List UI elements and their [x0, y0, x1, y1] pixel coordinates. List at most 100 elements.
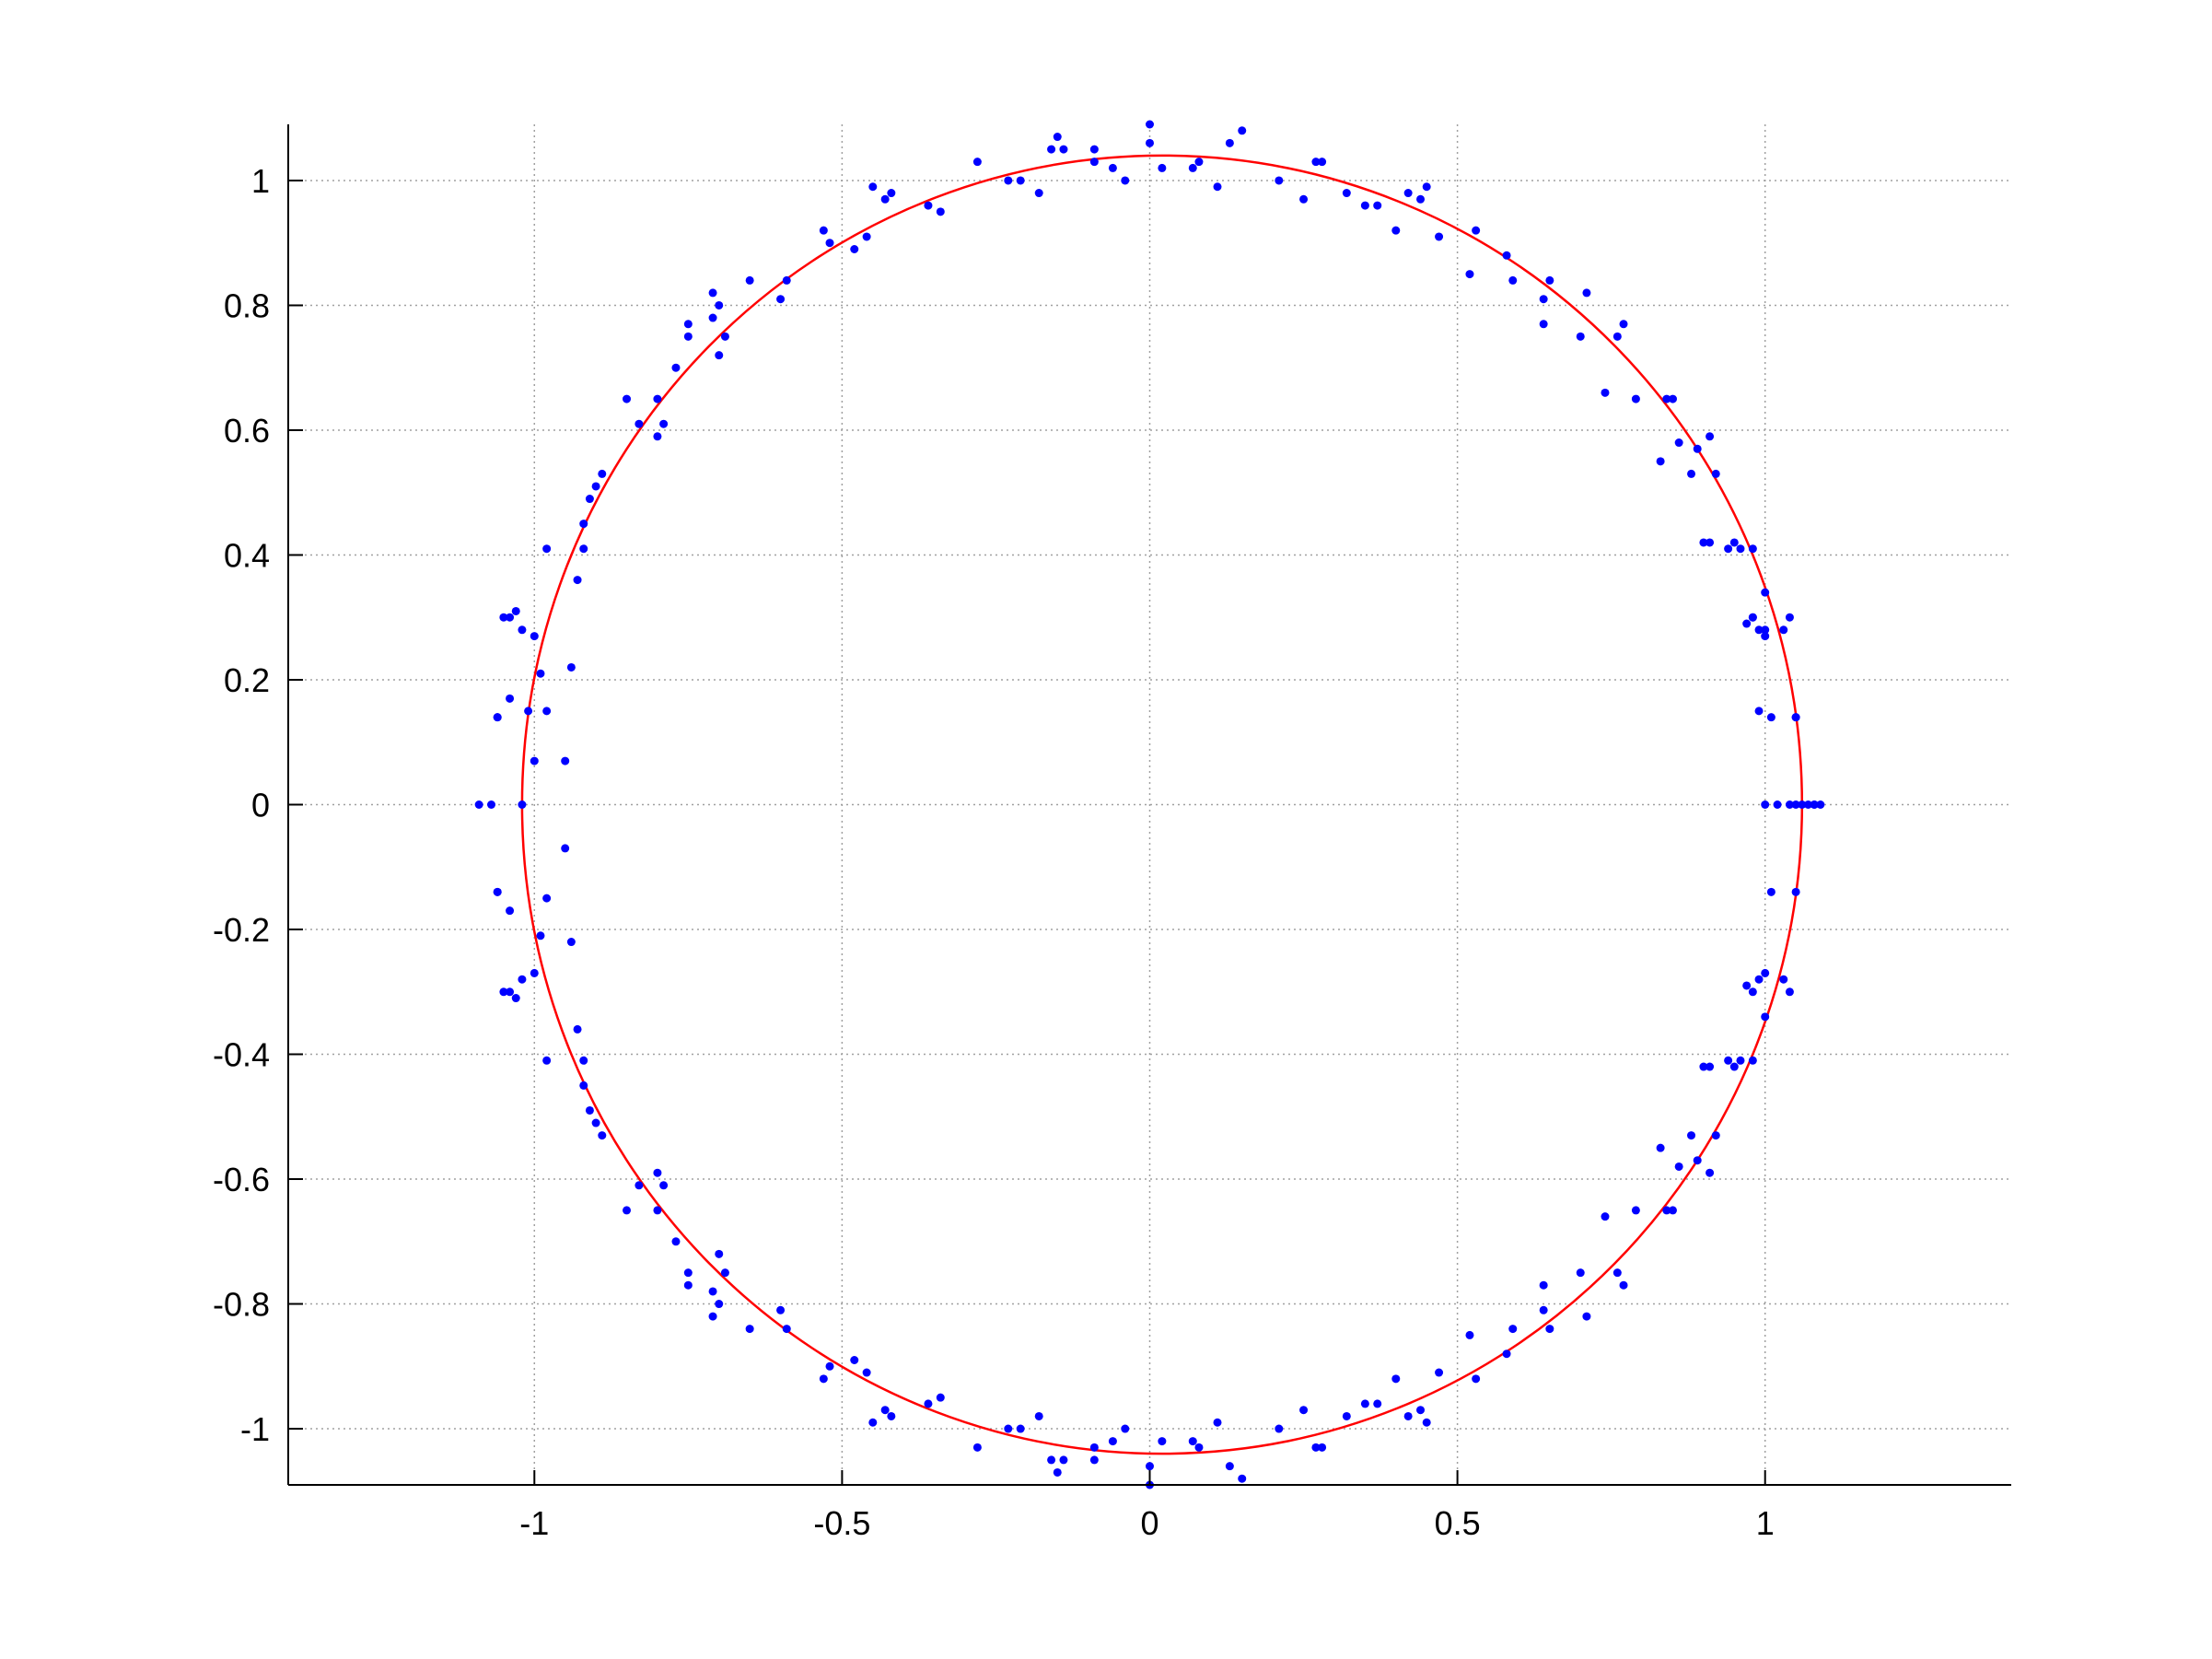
data-point: [1662, 1206, 1671, 1215]
data-point: [499, 613, 508, 622]
data-point: [579, 1056, 588, 1065]
data-point: [1225, 1462, 1234, 1471]
data-point: [1059, 1455, 1068, 1465]
data-point: [1403, 189, 1413, 198]
data-point: [1545, 1325, 1554, 1334]
data-point: [653, 394, 662, 403]
data-point: [506, 906, 515, 916]
data-point: [1373, 201, 1382, 210]
data-point: [1724, 544, 1733, 554]
data-point: [1729, 1062, 1739, 1071]
data-point: [1761, 1012, 1770, 1022]
data-point: [850, 245, 859, 254]
data-point: [1465, 1330, 1474, 1339]
data-point: [579, 1081, 588, 1090]
data-point: [671, 1237, 681, 1246]
data-point: [1508, 1325, 1518, 1334]
data-point: [1034, 1411, 1043, 1420]
data-point: [708, 1312, 717, 1321]
data-point: [1785, 987, 1794, 997]
data-point: [1472, 1374, 1481, 1384]
data-point: [1668, 1206, 1677, 1215]
x-tick-label: 0.5: [1435, 1504, 1481, 1542]
data-point: [1213, 182, 1222, 192]
data-point: [1275, 1424, 1284, 1433]
data-point: [659, 419, 669, 428]
data-point: [1791, 800, 1800, 809]
data-point: [745, 1325, 754, 1334]
data-point: [862, 232, 871, 241]
data-point: [566, 938, 576, 947]
data-point: [936, 1393, 945, 1402]
data-point: [1121, 176, 1130, 185]
data-point: [1729, 538, 1739, 547]
y-tick-label: 0: [251, 787, 270, 824]
data-point: [972, 158, 982, 167]
data-point: [1761, 632, 1770, 641]
data-point: [708, 288, 717, 298]
data-point: [1748, 987, 1757, 997]
data-point: [493, 713, 502, 722]
data-point: [623, 1206, 632, 1215]
data-point: [1318, 158, 1327, 167]
data-point: [1631, 1206, 1640, 1215]
data-point: [1275, 176, 1284, 185]
data-point: [862, 1368, 871, 1377]
data-point: [1761, 800, 1770, 809]
data-point: [1502, 1349, 1511, 1359]
data-point: [972, 1443, 982, 1452]
axes: [287, 124, 2011, 1486]
data-point: [1754, 975, 1764, 984]
data-point: [1545, 275, 1554, 285]
data-point: [782, 1325, 791, 1334]
y-tick-label: -0.8: [213, 1286, 270, 1324]
data-point: [1146, 1462, 1154, 1471]
data-point: [1188, 163, 1197, 172]
data-point: [715, 1249, 724, 1258]
data-point: [1146, 138, 1154, 147]
data-point: [1748, 544, 1757, 554]
data-point: [1785, 800, 1794, 809]
data-point: [542, 544, 552, 554]
data-point: [561, 756, 570, 765]
data-point: [542, 707, 552, 716]
data-point: [598, 469, 607, 478]
data-point: [1059, 145, 1068, 154]
data-point: [776, 295, 786, 304]
x-tick-label: -1: [519, 1504, 549, 1542]
data-point: [653, 1168, 662, 1177]
data-point: [1299, 1406, 1309, 1415]
data-point: [1342, 189, 1351, 198]
data-point: [708, 313, 717, 322]
data-point: [1612, 1268, 1622, 1278]
data-point: [573, 576, 582, 585]
data-point: [598, 1131, 607, 1140]
data-point: [819, 226, 828, 235]
data-point: [825, 239, 834, 248]
data-point: [887, 1411, 896, 1420]
data-point: [745, 275, 754, 285]
data-point: [487, 800, 496, 809]
data-point: [1465, 270, 1474, 279]
data-point: [924, 1399, 933, 1408]
data-point: [585, 495, 594, 504]
data-point: [1311, 158, 1321, 167]
data-point: [1711, 1131, 1720, 1140]
data-point: [1699, 538, 1708, 547]
data-point: [536, 931, 545, 940]
data-point: [1435, 232, 1444, 241]
data-point: [474, 800, 483, 809]
data-point: [1422, 182, 1431, 192]
data-point: [1736, 1056, 1745, 1065]
x-tick-labels: -1 -0.5 0 0.5 1: [519, 1504, 1774, 1542]
data-point: [1213, 1418, 1222, 1427]
data-point: [1656, 1143, 1665, 1152]
data-point: [1736, 544, 1745, 554]
data-point: [1674, 438, 1683, 448]
data-point: [634, 419, 644, 428]
data-point: [591, 482, 600, 491]
data-point: [1158, 163, 1167, 172]
data-point: [1766, 713, 1775, 722]
data-point: [1761, 968, 1770, 977]
